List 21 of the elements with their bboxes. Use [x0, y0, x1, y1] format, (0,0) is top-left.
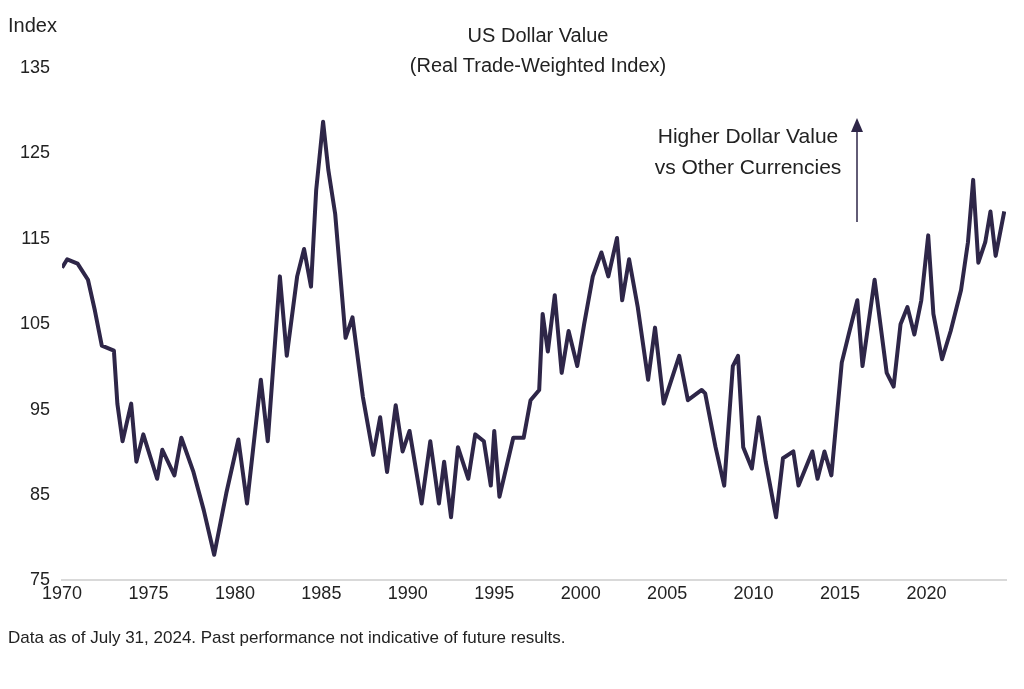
x-tick-label: 1985	[301, 583, 342, 604]
chart-title: US Dollar Value	[466, 23, 610, 48]
y-tick-label: 95	[30, 398, 51, 419]
y-tick-label: 105	[19, 313, 51, 334]
x-tick-label: 1995	[474, 583, 515, 604]
y-tick-label: 125	[19, 142, 51, 163]
annotation: Higher Dollar Value vs Other Currencies	[653, 123, 843, 180]
x-tick-label: 1980	[214, 583, 255, 604]
x-tick-label: 2015	[820, 583, 861, 604]
x-tick-label: 2010	[733, 583, 774, 604]
x-tick-label: 1975	[128, 583, 169, 604]
y-tick-label: 85	[30, 483, 51, 504]
y-axis-title: Index	[8, 14, 57, 37]
text: Data as of July 31, 2024. Past performance not indicative of future results.	[8, 627, 567, 649]
x-tick-label: 1990	[387, 583, 428, 604]
x-tick-label: 2005	[647, 583, 688, 604]
x-tick-label: 2020	[906, 583, 947, 604]
chart-subtitle: (Real Trade-Weighted Index)	[408, 53, 668, 78]
x-tick-label: 2000	[560, 583, 601, 604]
y-tick-label: 135	[19, 56, 51, 77]
y-tick-label: 115	[21, 227, 51, 248]
